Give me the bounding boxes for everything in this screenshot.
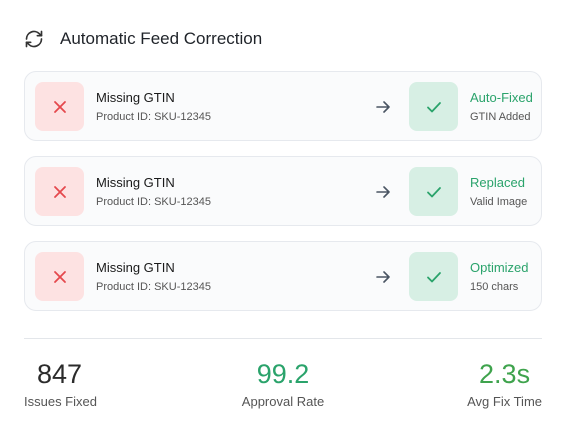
issue-info: Missing GTIN Product ID: SKU-12345 xyxy=(96,175,211,209)
refresh-icon[interactable] xyxy=(24,29,44,49)
stat-value: 2.3s xyxy=(479,359,531,389)
arrow-right-icon xyxy=(374,183,392,201)
success-icon-box xyxy=(409,252,458,301)
result-info: Replaced Valid Image xyxy=(470,175,527,209)
stat-value: 847 xyxy=(37,359,83,389)
arrow-right-icon xyxy=(374,268,392,286)
product-id: Product ID: SKU-12345 xyxy=(96,281,211,293)
close-icon xyxy=(53,185,66,198)
result-status: Auto-Fixed xyxy=(470,90,533,105)
stat-issues-fixed: 847 Issues Fixed xyxy=(24,358,97,409)
header: Automatic Feed Correction xyxy=(24,28,262,50)
stat-label: Issues Fixed xyxy=(24,394,97,409)
stat-label: Approval Rate xyxy=(241,394,325,409)
result-detail: 150 chars xyxy=(470,281,519,293)
close-icon xyxy=(53,270,66,283)
product-id: Product ID: SKU-12345 xyxy=(96,196,211,208)
issue-title: Missing GTIN xyxy=(96,175,175,190)
divider xyxy=(24,338,542,339)
close-icon xyxy=(53,100,66,113)
correction-row: Missing GTIN Product ID: SKU-12345 Optim… xyxy=(24,241,542,311)
issue-title: Missing GTIN xyxy=(96,90,175,105)
stat-value: 99.2 xyxy=(256,359,310,389)
check-icon xyxy=(426,271,441,282)
page-title: Automatic Feed Correction xyxy=(60,29,263,48)
error-icon-box xyxy=(35,82,84,131)
result-info: Auto-Fixed GTIN Added xyxy=(470,90,533,124)
issue-info: Missing GTIN Product ID: SKU-12345 xyxy=(96,260,211,294)
success-icon-box xyxy=(409,82,458,131)
arrow-right-icon xyxy=(374,98,392,116)
result-detail: GTIN Added xyxy=(470,111,531,123)
stat-avg-fix-time: 2.3s Avg Fix Time xyxy=(467,358,542,409)
result-info: Optimized 150 chars xyxy=(470,260,529,294)
stat-approval-rate: 99.2 Approval Rate xyxy=(203,358,363,409)
issue-info: Missing GTIN Product ID: SKU-12345 xyxy=(96,90,211,124)
check-icon xyxy=(426,186,441,197)
error-icon-box xyxy=(35,167,84,216)
result-status: Replaced xyxy=(470,175,525,190)
error-icon-box xyxy=(35,252,84,301)
check-icon xyxy=(426,101,441,112)
product-id: Product ID: SKU-12345 xyxy=(96,111,211,123)
result-status: Optimized xyxy=(470,260,529,275)
issue-title: Missing GTIN xyxy=(96,260,175,275)
correction-row: Missing GTIN Product ID: SKU-12345 Repla… xyxy=(24,156,542,226)
success-icon-box xyxy=(409,167,458,216)
stat-label: Avg Fix Time xyxy=(467,394,542,409)
correction-row: Missing GTIN Product ID: SKU-12345 Auto-… xyxy=(24,71,542,141)
result-detail: Valid Image xyxy=(470,196,528,208)
